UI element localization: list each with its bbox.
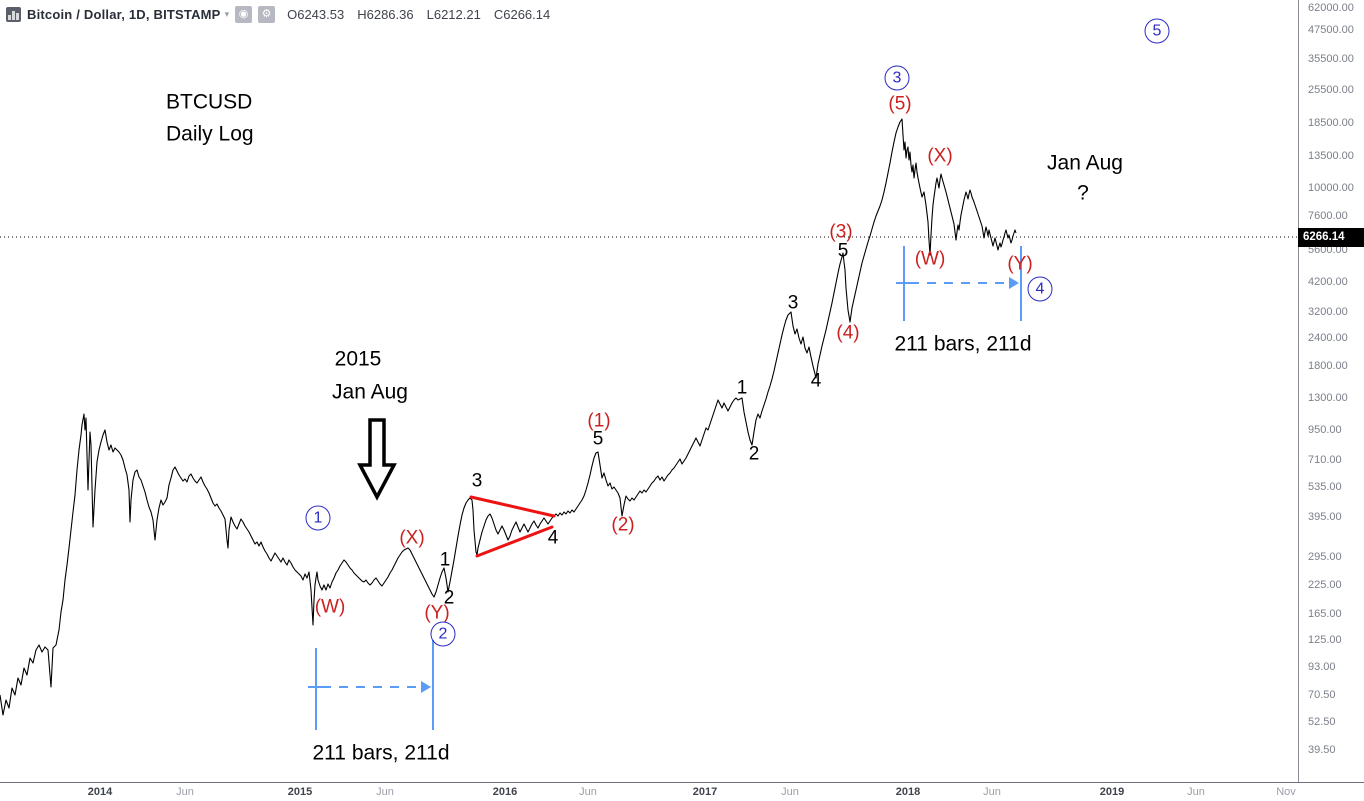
eye-icon-button[interactable]: ◉ <box>235 5 253 23</box>
price-axis-label: 1300.00 <box>1308 392 1348 404</box>
time-axis-label-2015: 2015 <box>287 786 313 798</box>
low-value: L6212.21 <box>426 6 481 22</box>
price-axis-label: 4200.00 <box>1308 276 1348 288</box>
ohlc-values: O6243.53 H6286.36 L6212.21 C6266.14 <box>287 7 550 22</box>
price-axis-label: 35500.00 <box>1308 53 1354 65</box>
price-axis-label: 25500.00 <box>1308 84 1354 96</box>
price-axis-label: 125.00 <box>1308 634 1342 646</box>
time-axis-label-Nov: Nov <box>1276 786 1296 798</box>
price-axis-label: 70.50 <box>1308 689 1336 701</box>
down-arrow-drawing[interactable] <box>357 418 397 501</box>
price-axis-label: 47500.00 <box>1308 24 1354 36</box>
triangle-trendline[interactable] <box>475 525 554 558</box>
time-axis-label-2019: 2019 <box>1099 786 1125 798</box>
chart-header: Bitcoin / Dollar, 1D, BITSTAMP ▾ ◉ ⚙ O62… <box>0 0 550 28</box>
price-axis-label: 5600.00 <box>1308 244 1348 256</box>
high-value: H6286.36 <box>357 6 414 22</box>
price-axis-label: 535.00 <box>1308 481 1342 493</box>
time-axis-label-Jun: Jun <box>983 786 1001 798</box>
time-axis-label-Jun: Jun <box>176 786 194 798</box>
time-axis[interactable]: 2014 Jun 2015 Jun 2016 Jun 2017 Jun 2018 Jun 2019 J… <box>0 782 1364 801</box>
price-axis-label: 1800.00 <box>1308 360 1348 372</box>
measure-2015-arrowhead-icon <box>421 681 431 693</box>
price-axis-label: 165.00 <box>1308 608 1342 620</box>
price-axis-label: 52.50 <box>1308 716 1336 728</box>
price-axis-label: 10000.00 <box>1308 182 1354 194</box>
price-axis-label: 18500.00 <box>1308 117 1354 129</box>
price-axis-label: 3200.00 <box>1308 306 1348 318</box>
time-axis-label-2018: 2018 <box>895 786 921 798</box>
price-axis-label: 395.00 <box>1308 511 1342 523</box>
price-axis-label: 2400.00 <box>1308 332 1348 344</box>
price-line[interactable] <box>0 118 1017 716</box>
price-axis-label: 710.00 <box>1308 454 1342 466</box>
price-axis-label: 62000.00 <box>1308 2 1354 14</box>
time-axis-label-Jun: Jun <box>781 786 799 798</box>
price-axis-label: 93.00 <box>1308 661 1336 673</box>
price-axis-label: 225.00 <box>1308 579 1342 591</box>
measure-2018-arrowhead-icon <box>1009 277 1019 289</box>
settings-gear-icon-button[interactable]: ⚙ <box>258 5 276 23</box>
price-axis-label: 950.00 <box>1308 424 1342 436</box>
triangle-trendline[interactable] <box>469 495 556 518</box>
open-value: O6243.53 <box>287 6 345 22</box>
last-price-label: 6266.14 <box>1298 227 1364 247</box>
price-axis-label: 295.00 <box>1308 551 1342 563</box>
close-value: C6266.14 <box>493 6 551 22</box>
time-axis-label-2014: 2014 <box>87 786 113 798</box>
time-axis-label-Jun: Jun <box>376 786 394 798</box>
chevron-down-icon[interactable]: ▾ <box>224 8 230 19</box>
price-axis-label: 39.50 <box>1308 744 1336 756</box>
time-axis-label-2017: 2017 <box>692 786 718 798</box>
price-axis-label: 7600.00 <box>1308 210 1348 222</box>
tradingview-logo-icon[interactable] <box>6 6 21 22</box>
symbol-title[interactable]: Bitcoin / Dollar, 1D, BITSTAMP <box>27 6 221 22</box>
last-price-value: 6266.14 <box>1303 231 1345 243</box>
time-axis-label-2016: 2016 <box>492 786 518 798</box>
price-axis[interactable]: 62000.00 47500.00 35500.00 25500.00 18500.00… <box>1298 0 1364 782</box>
time-axis-label-Jun: Jun <box>579 786 597 798</box>
price-axis-label: 13500.00 <box>1308 150 1354 162</box>
time-axis-label-Jun: Jun <box>1187 786 1205 798</box>
